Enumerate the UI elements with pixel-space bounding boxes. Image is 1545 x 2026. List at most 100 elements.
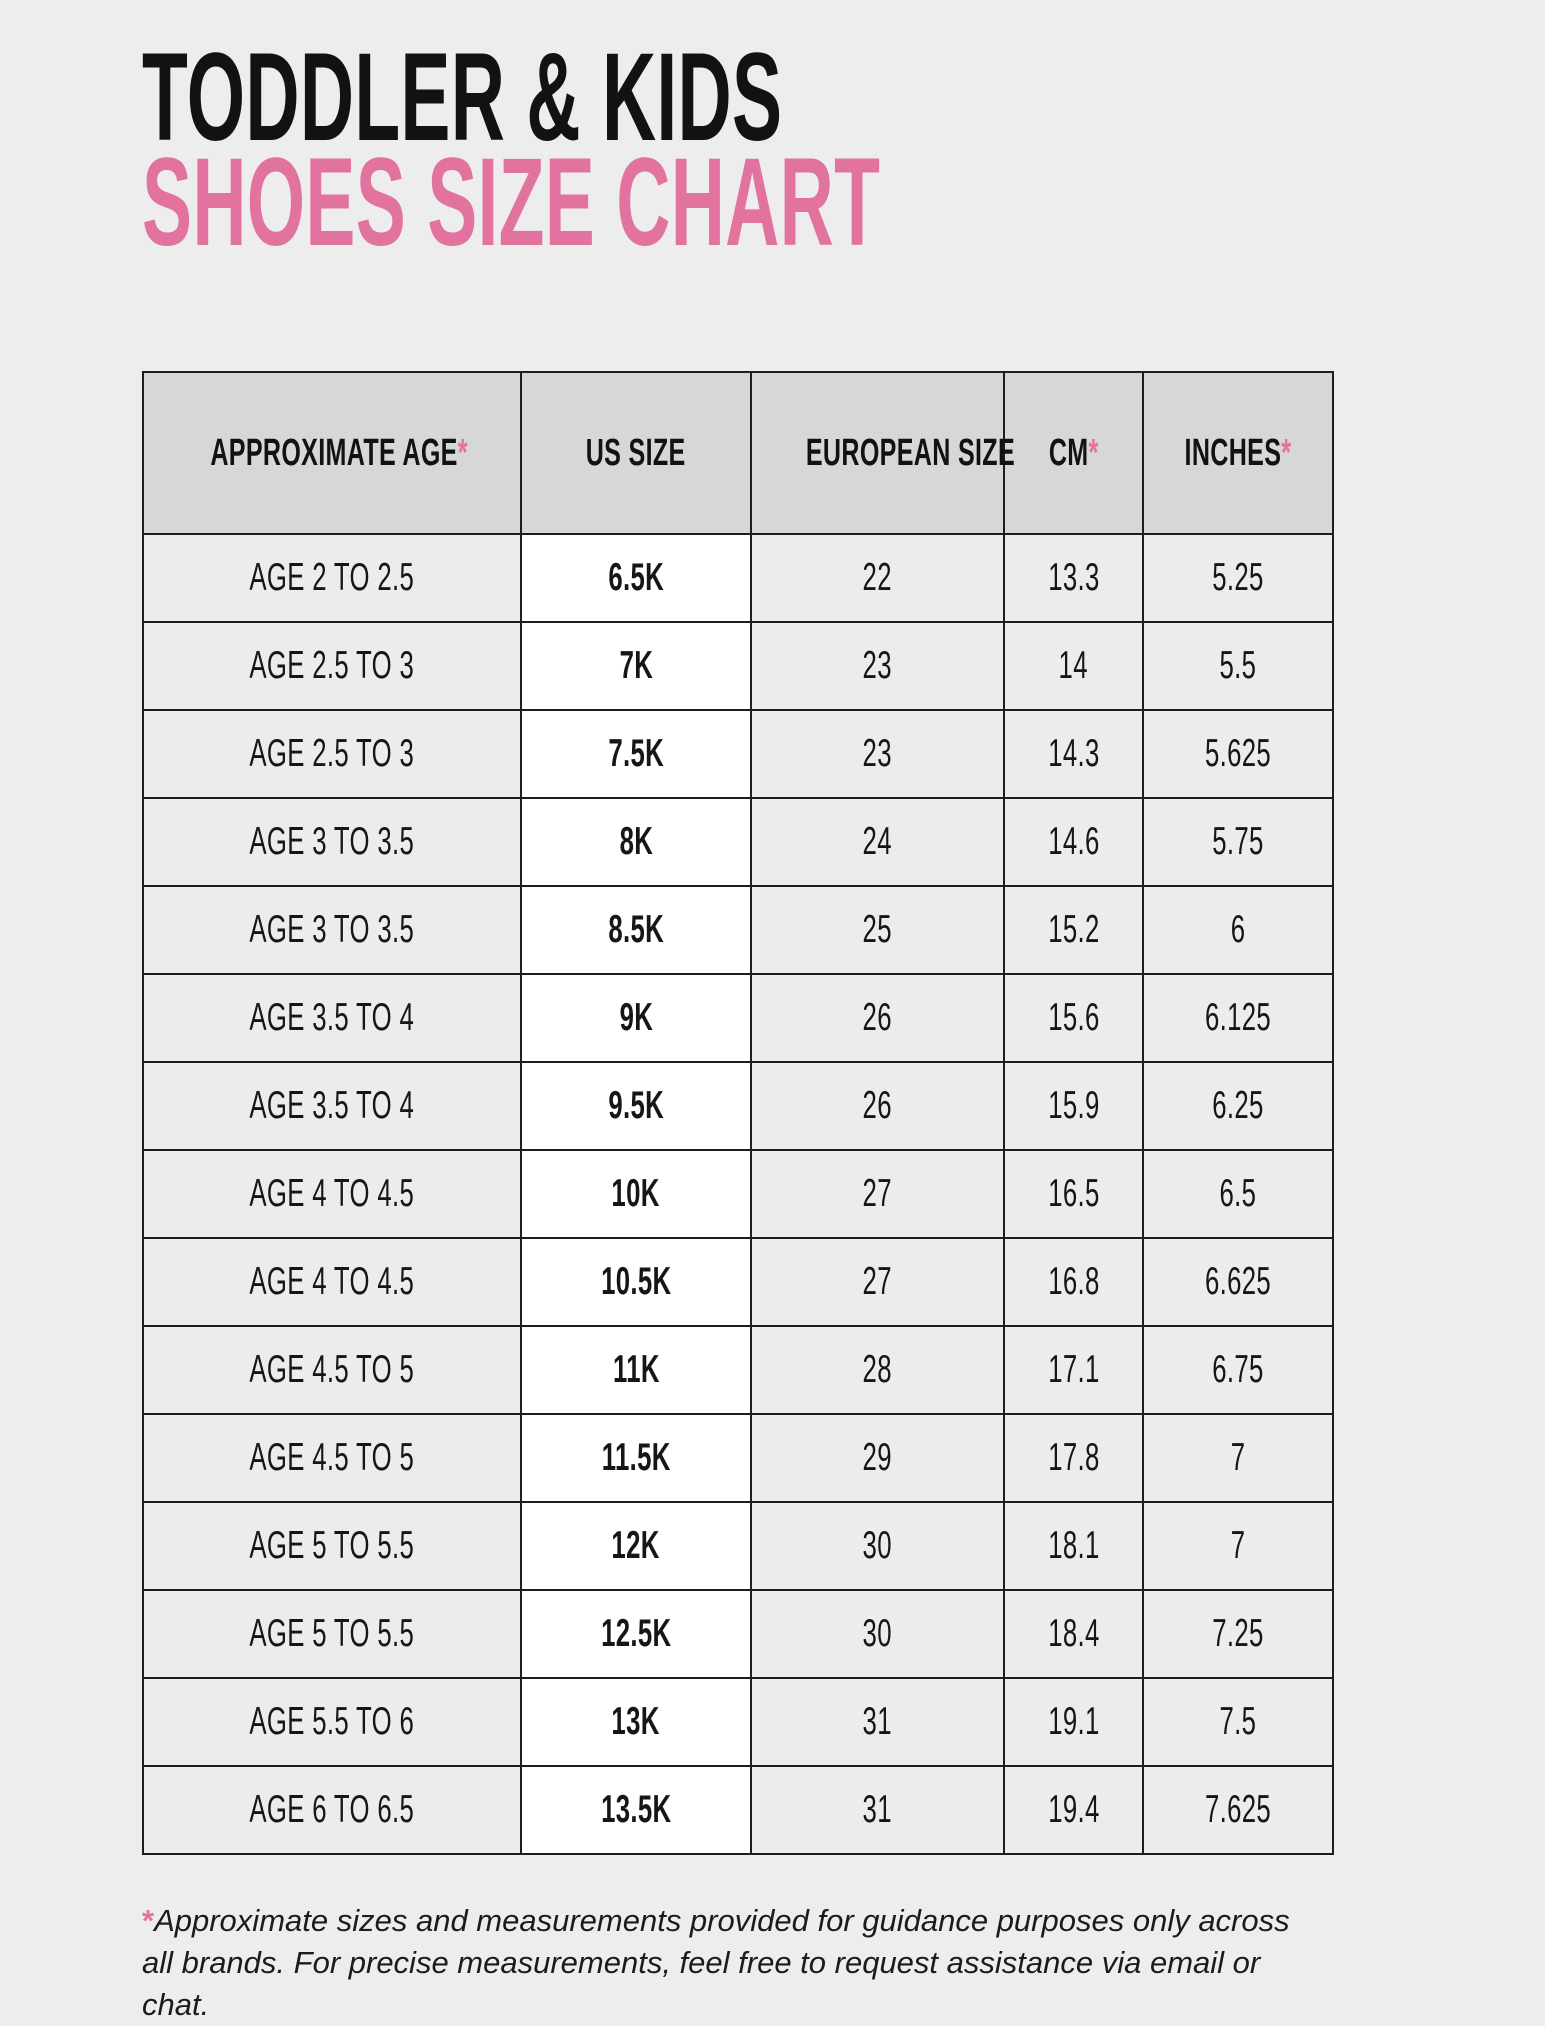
cell-cm-text: 18.4 bbox=[1047, 1612, 1100, 1655]
cell-us-size: 8.5K bbox=[520, 885, 752, 975]
title-line-primary-text: TODDLER & KIDS bbox=[142, 28, 783, 167]
column-header-cm: CM* bbox=[1003, 371, 1144, 535]
cell-cm-text: 13.3 bbox=[1047, 556, 1100, 599]
size-chart-table: APPROXIMATE AGE* US SIZE EUROPEAN SIZE C… bbox=[142, 371, 1334, 1855]
cell-inches: 6.5 bbox=[1142, 1149, 1334, 1239]
cell-us-size-text: 11K bbox=[612, 1348, 660, 1391]
cell-inches: 5.25 bbox=[1142, 533, 1334, 623]
cell-us-size: 10K bbox=[520, 1149, 752, 1239]
cell-us-size: 12.5K bbox=[520, 1589, 752, 1679]
cell-us-size: 10.5K bbox=[520, 1237, 752, 1327]
cell-us-size-text: 12K bbox=[611, 1524, 661, 1567]
cell-approximate-age: AGE 2.5 TO 3 bbox=[142, 621, 522, 711]
cell-inches: 7.625 bbox=[1142, 1765, 1334, 1855]
cell-european-size-text: 27 bbox=[862, 1172, 893, 1215]
cell-us-size: 8K bbox=[520, 797, 752, 887]
cell-inches-text: 6 bbox=[1230, 908, 1246, 951]
cell-european-size: 23 bbox=[750, 621, 1005, 711]
cell-us-size-text: 13K bbox=[611, 1700, 661, 1743]
cell-inches-text: 5.625 bbox=[1204, 732, 1272, 775]
cell-cm: 17.8 bbox=[1003, 1413, 1144, 1503]
cell-us-size: 11.5K bbox=[520, 1413, 752, 1503]
cell-inches-text: 7.5 bbox=[1219, 1700, 1257, 1743]
cell-cm-text: 18.1 bbox=[1047, 1524, 1100, 1567]
cell-inches: 6.75 bbox=[1142, 1325, 1334, 1415]
table-row: AGE 3.5 TO 4 9.5K 26 15.9 6.25 bbox=[142, 1061, 1334, 1151]
cell-european-size-text: 31 bbox=[862, 1788, 893, 1831]
size-chart-table-wrapper: APPROXIMATE AGE* US SIZE EUROPEAN SIZE C… bbox=[142, 371, 1334, 1855]
cell-cm-text: 14.6 bbox=[1047, 820, 1100, 863]
cell-cm-text: 16.5 bbox=[1047, 1172, 1100, 1215]
cell-inches: 7 bbox=[1142, 1501, 1334, 1591]
cell-approximate-age-text: AGE 5 TO 5.5 bbox=[249, 1524, 415, 1567]
cell-approximate-age-text: AGE 2.5 TO 3 bbox=[249, 644, 415, 687]
cell-approximate-age-text: AGE 2 TO 2.5 bbox=[249, 556, 415, 599]
column-header-us-size: US SIZE bbox=[520, 371, 752, 535]
cell-approximate-age: AGE 4.5 TO 5 bbox=[142, 1325, 522, 1415]
asterisk-icon: * bbox=[1088, 431, 1099, 474]
cell-inches-text: 5.25 bbox=[1212, 556, 1264, 599]
cell-cm: 19.4 bbox=[1003, 1765, 1144, 1855]
cell-inches-text: 7.25 bbox=[1212, 1612, 1264, 1655]
cell-us-size: 7.5K bbox=[520, 709, 752, 799]
title-line-secondary-text: SHOES SIZE CHART bbox=[142, 133, 881, 272]
table-row: AGE 6 TO 6.5 13.5K 31 19.4 7.625 bbox=[142, 1765, 1334, 1855]
cell-approximate-age: AGE 3.5 TO 4 bbox=[142, 1061, 522, 1151]
cell-european-size: 25 bbox=[750, 885, 1005, 975]
cell-us-size: 6.5K bbox=[520, 533, 752, 623]
cell-us-size: 9.5K bbox=[520, 1061, 752, 1151]
cell-inches-text: 7 bbox=[1230, 1524, 1246, 1567]
cell-inches: 6.625 bbox=[1142, 1237, 1334, 1327]
cell-cm-text: 15.2 bbox=[1047, 908, 1100, 951]
cell-cm: 14.6 bbox=[1003, 797, 1144, 887]
footnote-asterisk-icon: * bbox=[142, 1903, 155, 1938]
cell-us-size-text: 8.5K bbox=[608, 908, 664, 951]
cell-inches: 5.75 bbox=[1142, 797, 1334, 887]
cell-us-size-text: 10.5K bbox=[600, 1260, 672, 1303]
cell-us-size-text: 13.5K bbox=[600, 1788, 672, 1831]
cell-inches-text: 5.75 bbox=[1212, 820, 1264, 863]
column-header-european-size: EUROPEAN SIZE bbox=[750, 371, 1015, 535]
cell-approximate-age: AGE 3.5 TO 4 bbox=[142, 973, 522, 1063]
cell-cm: 16.5 bbox=[1003, 1149, 1144, 1239]
column-header-approximate-age-text: APPROXIMATE AGE* bbox=[210, 431, 468, 474]
cell-cm-text: 17.8 bbox=[1047, 1436, 1100, 1479]
cell-inches: 6.25 bbox=[1142, 1061, 1334, 1151]
cell-european-size: 28 bbox=[750, 1325, 1005, 1415]
cell-inches-text: 6.125 bbox=[1204, 996, 1272, 1039]
cell-approximate-age-text: AGE 5.5 TO 6 bbox=[249, 1700, 415, 1743]
cell-inches-text: 5.5 bbox=[1219, 644, 1257, 687]
cell-european-size: 22 bbox=[750, 533, 1005, 623]
cell-cm-text: 14 bbox=[1058, 644, 1089, 687]
cell-european-size-text: 24 bbox=[862, 820, 893, 863]
cell-european-size: 27 bbox=[750, 1149, 1005, 1239]
cell-approximate-age-text: AGE 5 TO 5.5 bbox=[249, 1612, 415, 1655]
table-row: AGE 2 TO 2.5 6.5K 22 13.3 5.25 bbox=[142, 533, 1334, 623]
table-row: AGE 3 TO 3.5 8K 24 14.6 5.75 bbox=[142, 797, 1334, 887]
cell-inches: 6.125 bbox=[1142, 973, 1334, 1063]
cell-european-size-text: 25 bbox=[862, 908, 893, 951]
cell-european-size-text: 23 bbox=[862, 644, 893, 687]
column-header-inches: INCHES* bbox=[1142, 371, 1334, 535]
footnote: *Approximate sizes and measurements prov… bbox=[142, 1900, 1327, 2026]
table-row: AGE 2.5 TO 3 7.5K 23 14.3 5.625 bbox=[142, 709, 1334, 799]
cell-us-size: 7K bbox=[520, 621, 752, 711]
table-row: AGE 4 TO 4.5 10K 27 16.5 6.5 bbox=[142, 1149, 1334, 1239]
cell-european-size: 24 bbox=[750, 797, 1005, 887]
cell-european-size-text: 30 bbox=[862, 1612, 893, 1655]
cell-approximate-age-text: AGE 4.5 TO 5 bbox=[249, 1436, 415, 1479]
cell-cm-text: 19.1 bbox=[1047, 1700, 1100, 1743]
cell-us-size-text: 10K bbox=[611, 1172, 661, 1215]
cell-cm-text: 16.8 bbox=[1047, 1260, 1100, 1303]
cell-inches: 7 bbox=[1142, 1413, 1334, 1503]
cell-approximate-age-text: AGE 3 TO 3.5 bbox=[249, 908, 415, 951]
cell-approximate-age: AGE 6 TO 6.5 bbox=[142, 1765, 522, 1855]
cell-approximate-age: AGE 5.5 TO 6 bbox=[142, 1677, 522, 1767]
column-header-approximate-age: APPROXIMATE AGE* bbox=[142, 371, 522, 535]
title-line-primary: TODDLER & KIDS bbox=[142, 28, 1372, 167]
table-body: AGE 2 TO 2.5 6.5K 22 13.3 5.25 AGE 2.5 TO 3 7K… bbox=[142, 533, 1334, 1855]
cell-approximate-age: AGE 2.5 TO 3 bbox=[142, 709, 522, 799]
column-header-us-size-text: US SIZE bbox=[586, 431, 686, 474]
asterisk-icon: * bbox=[457, 431, 468, 474]
cell-approximate-age-text: AGE 2.5 TO 3 bbox=[249, 732, 415, 775]
